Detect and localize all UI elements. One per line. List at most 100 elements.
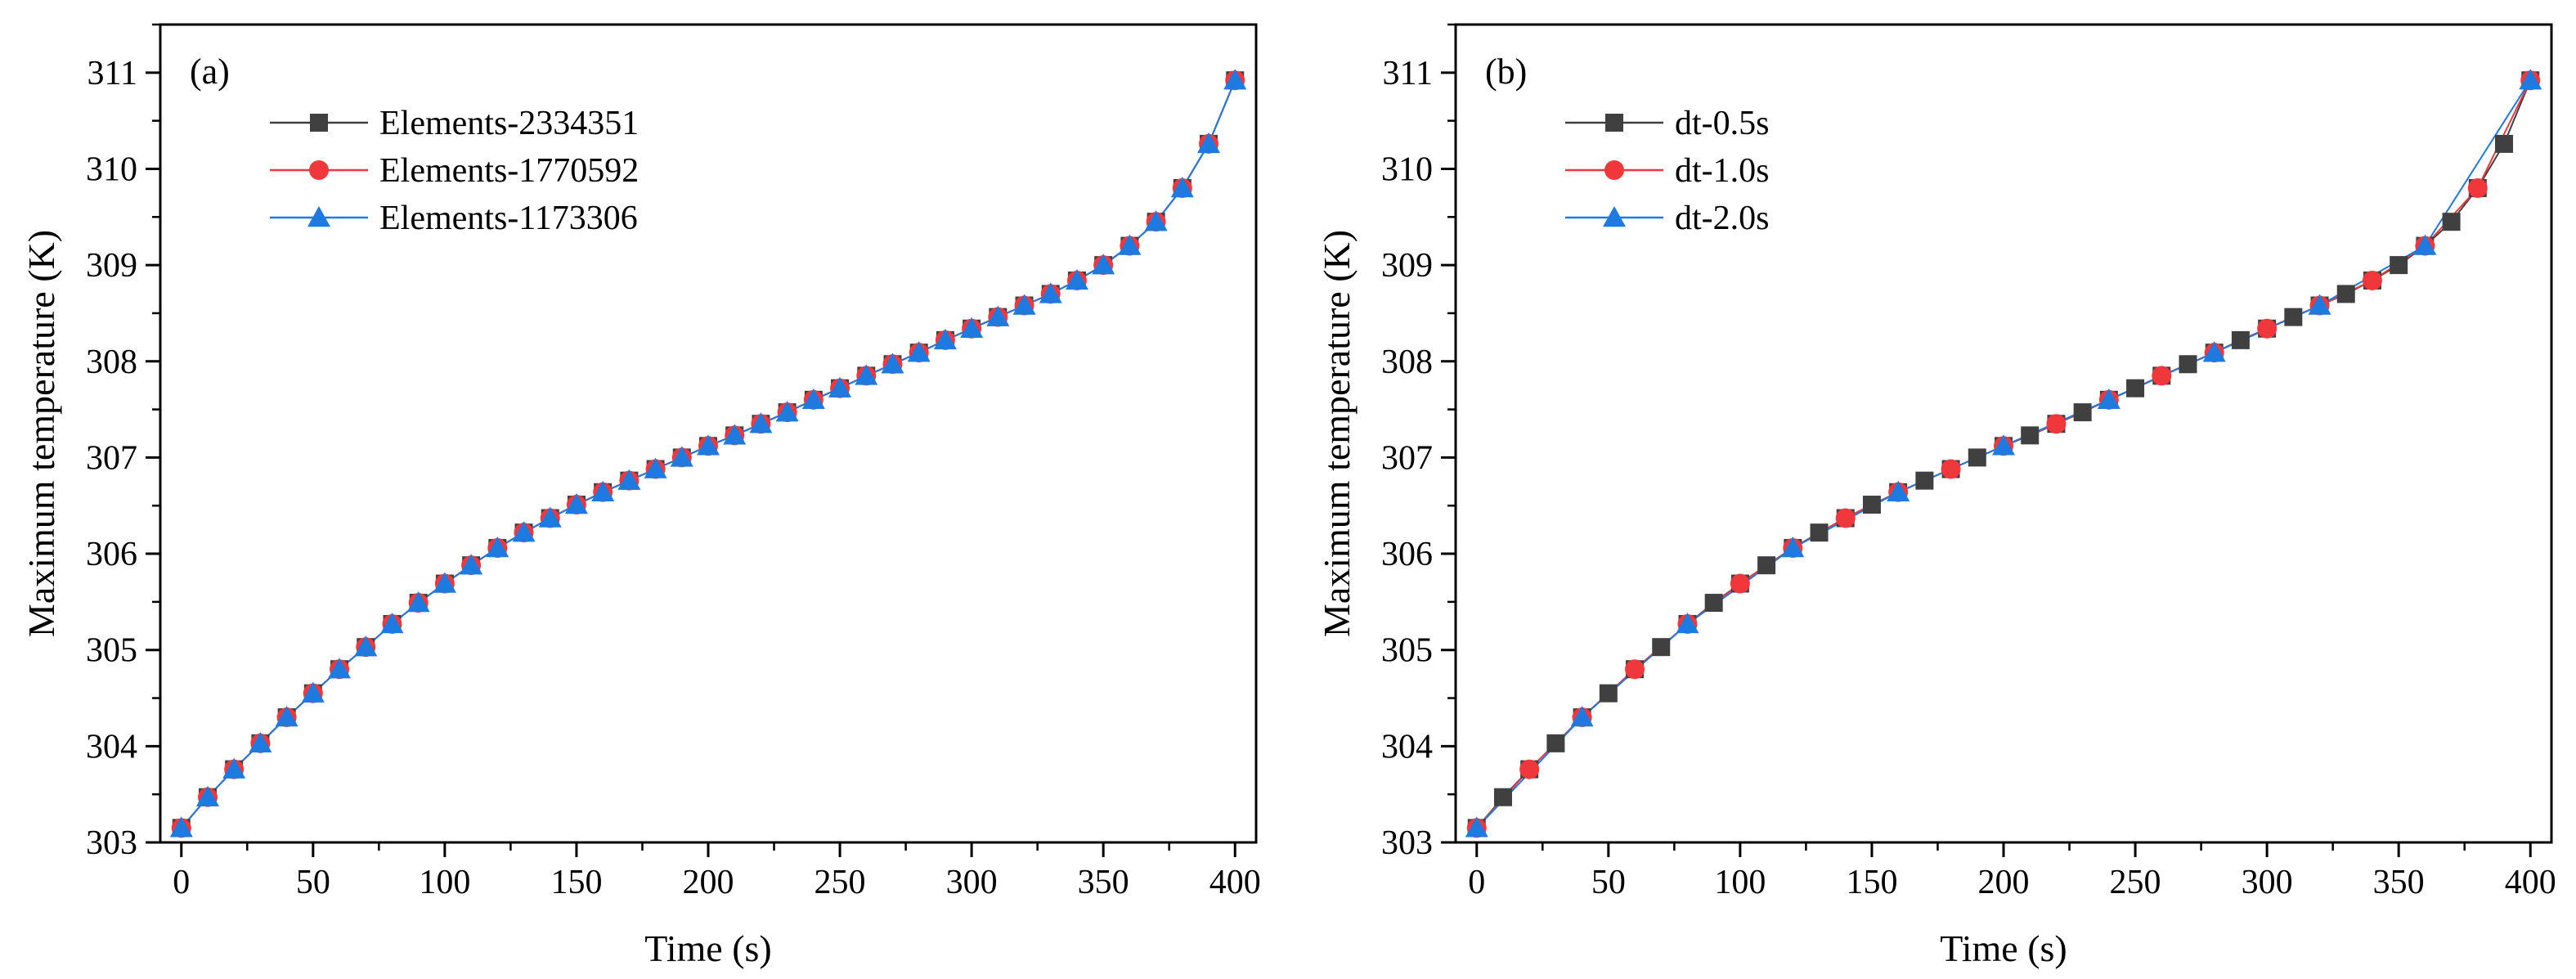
data-point <box>538 506 562 528</box>
x-tick-label: 400 <box>1209 864 1261 901</box>
y-tick-label: 311 <box>88 55 137 92</box>
data-point <box>723 424 747 445</box>
y-tick-label: 307 <box>86 439 137 477</box>
data-point <box>2284 308 2303 326</box>
y-tick-label: 308 <box>86 344 137 381</box>
y-tick-label: 310 <box>1381 150 1433 188</box>
data-point <box>195 785 219 806</box>
data-point <box>1730 573 1750 594</box>
y-tick-label: 304 <box>86 728 137 766</box>
data-point <box>1170 177 1194 198</box>
data-point <box>169 816 193 838</box>
data-point <box>564 493 588 514</box>
y-axis-title: Maximum temperature (K) <box>1316 230 1358 637</box>
data-point <box>2467 178 2488 198</box>
data-point <box>775 401 799 422</box>
data-point <box>301 681 325 703</box>
data-point <box>1065 268 1088 290</box>
data-point <box>2073 403 2092 422</box>
data-point <box>460 554 483 575</box>
data-point <box>2257 318 2278 339</box>
data-point <box>2231 330 2250 349</box>
data-point <box>2442 213 2461 231</box>
y-tick-label: 311 <box>1383 55 1433 92</box>
x-axis-title: Time (s) <box>644 927 772 969</box>
data-point <box>354 635 378 657</box>
data-point <box>2362 270 2382 290</box>
plot-frame <box>1454 23 2553 844</box>
data-point <box>801 388 825 410</box>
legend-item: Elements-1770592 <box>270 152 639 190</box>
data-point <box>644 457 667 478</box>
data-point <box>1546 734 1565 752</box>
series-markers-3 <box>169 69 1247 838</box>
data-point <box>1625 659 1645 680</box>
panel-label: (b) <box>1485 52 1527 92</box>
chart-panel-a: 0 50 100 150 200 250 300 350 400 303 304 305 306 307… <box>20 23 1261 969</box>
x-tick-label: 300 <box>946 864 998 901</box>
data-point <box>1915 471 1934 490</box>
x-tick-label: 350 <box>1078 864 1129 901</box>
x-tick-label: 100 <box>419 864 470 901</box>
data-point <box>1012 294 1036 315</box>
legend-label: dt-0.5s <box>1675 105 1770 142</box>
x-tick-label: 50 <box>1591 864 1626 901</box>
data-point <box>1652 638 1671 657</box>
data-point <box>2126 379 2145 397</box>
chart-panel-b: 0 50 100 150 200 250 300 350 400 303 304 305 306 307… <box>1316 23 2556 969</box>
data-point <box>1887 480 1910 501</box>
data-point <box>222 757 246 779</box>
legend-marker <box>310 114 328 132</box>
data-point <box>2495 134 2514 153</box>
y-tick-label: 303 <box>86 824 137 862</box>
legend-item: dt-1.0s <box>1565 152 1770 190</box>
data-point <box>828 376 852 397</box>
data-point <box>933 328 957 350</box>
data-point <box>2097 388 2120 410</box>
y-tick-marks <box>1441 23 1456 844</box>
data-point <box>2202 341 2226 362</box>
legend-item: dt-2.0s <box>1565 200 1770 237</box>
data-point <box>2179 355 2197 374</box>
data-point <box>2046 414 2067 434</box>
x-tick-label: 100 <box>1714 864 1766 901</box>
x-tick-label: 200 <box>1978 864 2030 901</box>
x-tick-label: 300 <box>2242 864 2293 901</box>
series-markers-3 <box>1465 69 2542 838</box>
data-point <box>986 305 1010 326</box>
data-point <box>881 353 904 374</box>
legend-label: Elements-1770592 <box>379 152 639 190</box>
x-axis-title: Time (s) <box>1940 927 2067 969</box>
x-tick-label: 250 <box>815 864 866 901</box>
data-point <box>275 706 298 727</box>
data-point <box>406 591 430 613</box>
panel-label: (a) <box>190 52 230 92</box>
y-tick-label: 306 <box>86 536 137 573</box>
y-tick-marks <box>146 23 160 844</box>
data-point <box>1493 788 1512 806</box>
legend-label: Elements-1173306 <box>379 200 638 237</box>
x-tick-label: 350 <box>2373 864 2425 901</box>
x-tick-label: 150 <box>1846 864 1897 901</box>
x-tick-labels: 0 50 100 150 200 250 300 350 400 <box>1468 864 2556 901</box>
data-point <box>486 537 509 558</box>
series-layer <box>1465 69 2542 838</box>
data-point <box>433 572 456 593</box>
legend-item: Elements-2334351 <box>270 105 639 142</box>
data-point <box>2336 285 2355 303</box>
data-point <box>1862 496 1881 514</box>
data-point <box>1092 254 1115 275</box>
data-point <box>2021 426 2040 445</box>
x-tick-labels: 0 50 100 150 200 250 300 350 400 <box>173 864 1260 901</box>
data-point <box>328 658 352 679</box>
x-tick-label: 150 <box>550 864 602 901</box>
data-point <box>1223 69 1247 90</box>
y-tick-label: 305 <box>1381 632 1433 670</box>
legend: dt-0.5s dt-1.0s dt-2.0s <box>1565 105 1770 237</box>
data-point <box>591 480 615 501</box>
data-point <box>907 341 931 362</box>
data-point <box>697 434 720 456</box>
data-point <box>2413 234 2437 255</box>
data-point <box>1835 508 1856 528</box>
